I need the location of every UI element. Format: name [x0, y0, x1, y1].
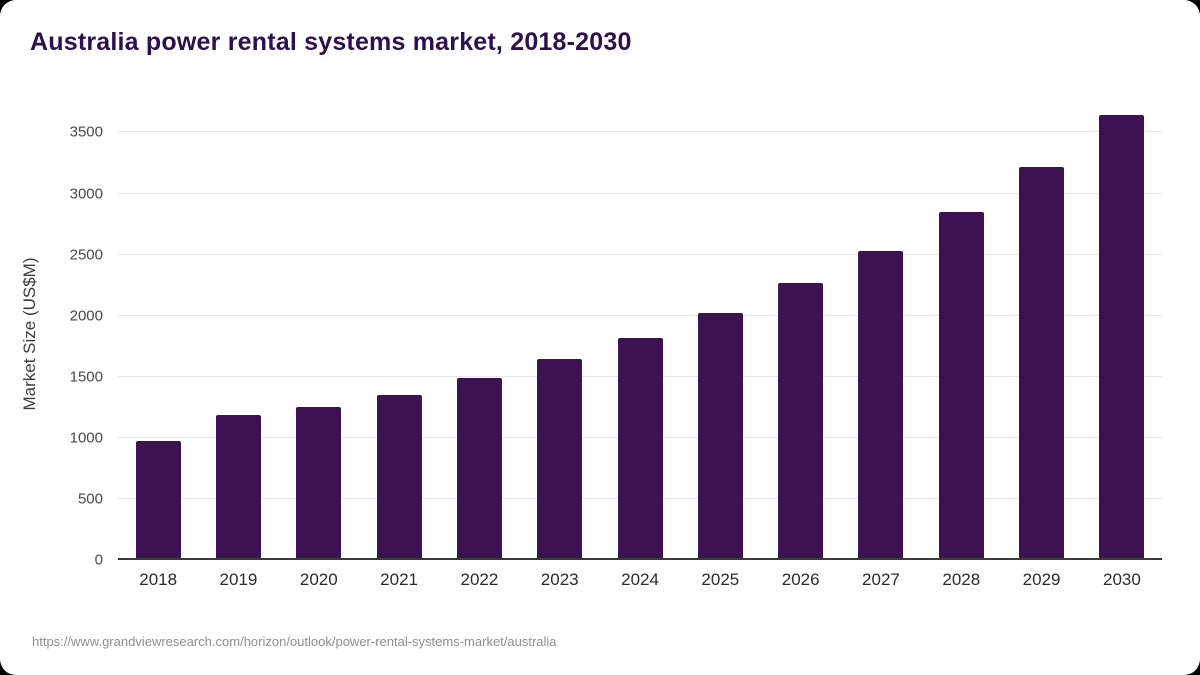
gridline-3000 — [118, 192, 1162, 194]
bar-2030 — [1099, 115, 1145, 560]
y-tick-3000: 3000 — [69, 185, 103, 203]
bar-column-2024 — [600, 108, 680, 560]
gridline-3500 — [118, 131, 1162, 133]
x-tick-2020: 2020 — [299, 570, 338, 589]
x-tick-2023: 2023 — [540, 570, 579, 589]
bar-2024 — [617, 337, 663, 560]
gridline-2500 — [118, 253, 1162, 255]
bar-column-2027 — [841, 108, 921, 560]
bar-column-2019 — [198, 108, 278, 560]
bar-2018 — [135, 440, 181, 560]
bar-column-2025 — [680, 108, 760, 560]
y-tick-3500: 3500 — [69, 123, 103, 141]
bar-column-2021 — [359, 108, 439, 560]
x-tick-2022: 2022 — [460, 570, 499, 589]
gridline-2000 — [118, 314, 1162, 316]
bar-2027 — [858, 250, 904, 560]
bar-2029 — [1019, 167, 1065, 560]
bar-2026 — [778, 283, 824, 560]
y-tick-1500: 1500 — [69, 368, 103, 386]
bar-column-2018 — [118, 108, 198, 560]
bar-column-2028 — [921, 108, 1001, 560]
bar-2025 — [697, 313, 743, 560]
x-tick-2018: 2018 — [139, 570, 178, 589]
bar-column-2026 — [761, 108, 841, 560]
y-tick-2500: 2500 — [69, 246, 103, 264]
source-url: https://www.grandviewresearch.com/horizo… — [32, 634, 557, 649]
x-tick-2024: 2024 — [621, 570, 659, 589]
x-tick-2026: 2026 — [781, 570, 820, 589]
x-tick-2030: 2030 — [1102, 570, 1141, 589]
y-tick-2000: 2000 — [69, 307, 103, 325]
bar-2023 — [537, 359, 583, 560]
bar-column-2029 — [1001, 108, 1081, 560]
x-axis-labels: 2018 2019 2020 2021 2022 2023 2024 2025 2026 2027… — [118, 560, 1162, 590]
y-tick-500: 500 — [77, 490, 103, 508]
bar-column-2020 — [279, 108, 359, 560]
bar-2021 — [376, 395, 422, 560]
bar-2022 — [456, 377, 502, 560]
plot-area: 2018 2019 2020 2021 2022 2023 2024 2025 2026 2027… — [70, 108, 1162, 589]
y-tick-1000: 1000 — [69, 429, 103, 447]
bar-2019 — [215, 414, 261, 560]
x-tick-2025: 2025 — [701, 570, 740, 589]
bars-container — [118, 108, 1162, 560]
x-tick-2027: 2027 — [862, 570, 900, 589]
y-tick-0: 0 — [94, 551, 103, 569]
y-axis-label: Market Size (US$M) — [20, 257, 39, 411]
chart-title: Australia power rental systems market, 2… — [30, 28, 632, 56]
x-tick-2029: 2029 — [1022, 570, 1061, 589]
bar-2028 — [938, 211, 984, 560]
x-tick-2028: 2028 — [942, 570, 981, 589]
x-tick-2021: 2021 — [380, 570, 418, 589]
bar-column-2030 — [1082, 108, 1162, 560]
bar-column-2022 — [439, 108, 519, 560]
x-axis-line — [118, 558, 1162, 560]
bar-column-2023 — [520, 108, 600, 560]
x-tick-2019: 2019 — [219, 570, 258, 589]
bar-2020 — [296, 406, 342, 560]
